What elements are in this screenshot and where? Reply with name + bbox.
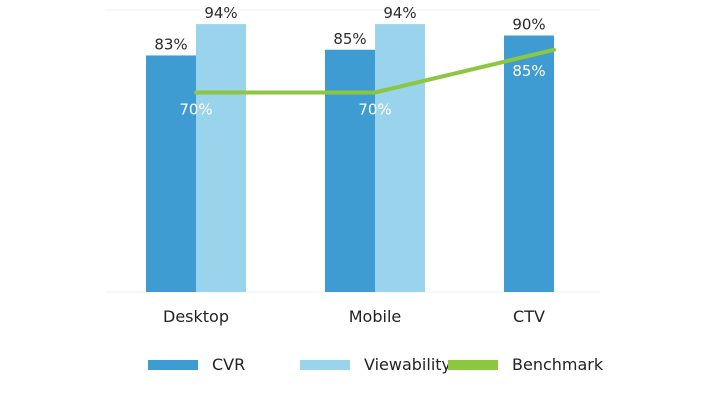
- bar-viewability-desktop: [196, 24, 246, 292]
- line-benchmark: [194, 47, 556, 95]
- data-label-viewability-desktop: 94%: [204, 4, 237, 22]
- data-label-viewability-mobile: 94%: [383, 4, 416, 22]
- legend-swatch-cvr: [148, 359, 198, 370]
- category-label-ctv: CTV: [513, 307, 545, 326]
- legend-label-viewability: Viewability: [364, 355, 452, 374]
- data-label-benchmark-mobile: 70%: [358, 101, 391, 119]
- data-label-cvr-ctv: 90%: [512, 16, 545, 34]
- data-label-cvr-mobile: 85%: [333, 30, 366, 48]
- legend-swatch-viewability: [300, 359, 350, 370]
- data-label-benchmark-ctv: 85%: [512, 62, 545, 80]
- legend-label-cvr: CVR: [212, 355, 246, 374]
- category-label-mobile: Mobile: [349, 307, 401, 326]
- legend: CVR Viewability Benchmark: [0, 355, 720, 385]
- bar-viewability-mobile: [375, 24, 425, 292]
- benchmark-line-group: [194, 47, 556, 95]
- data-label-cvr-desktop: 83%: [154, 35, 187, 53]
- legend-swatch-benchmark: [448, 359, 498, 370]
- bar-cvr-mobile: [325, 49, 375, 292]
- legend-item-viewability: Viewability: [300, 355, 451, 374]
- data-label-benchmark-desktop: 70%: [179, 101, 212, 119]
- labels-group: 83% 94% Desktop 85% 94% Mobile 90% CTV 70% 70% 85%: [154, 4, 545, 326]
- bar-cvr-ctv: [504, 35, 554, 292]
- legend-label-benchmark: Benchmark: [512, 355, 604, 374]
- category-label-desktop: Desktop: [163, 307, 229, 326]
- legend-item-benchmark: Benchmark: [448, 355, 603, 374]
- legend-item-cvr: CVR: [148, 355, 245, 374]
- bar-cvr-desktop: [146, 55, 196, 293]
- bars-group: [146, 24, 554, 293]
